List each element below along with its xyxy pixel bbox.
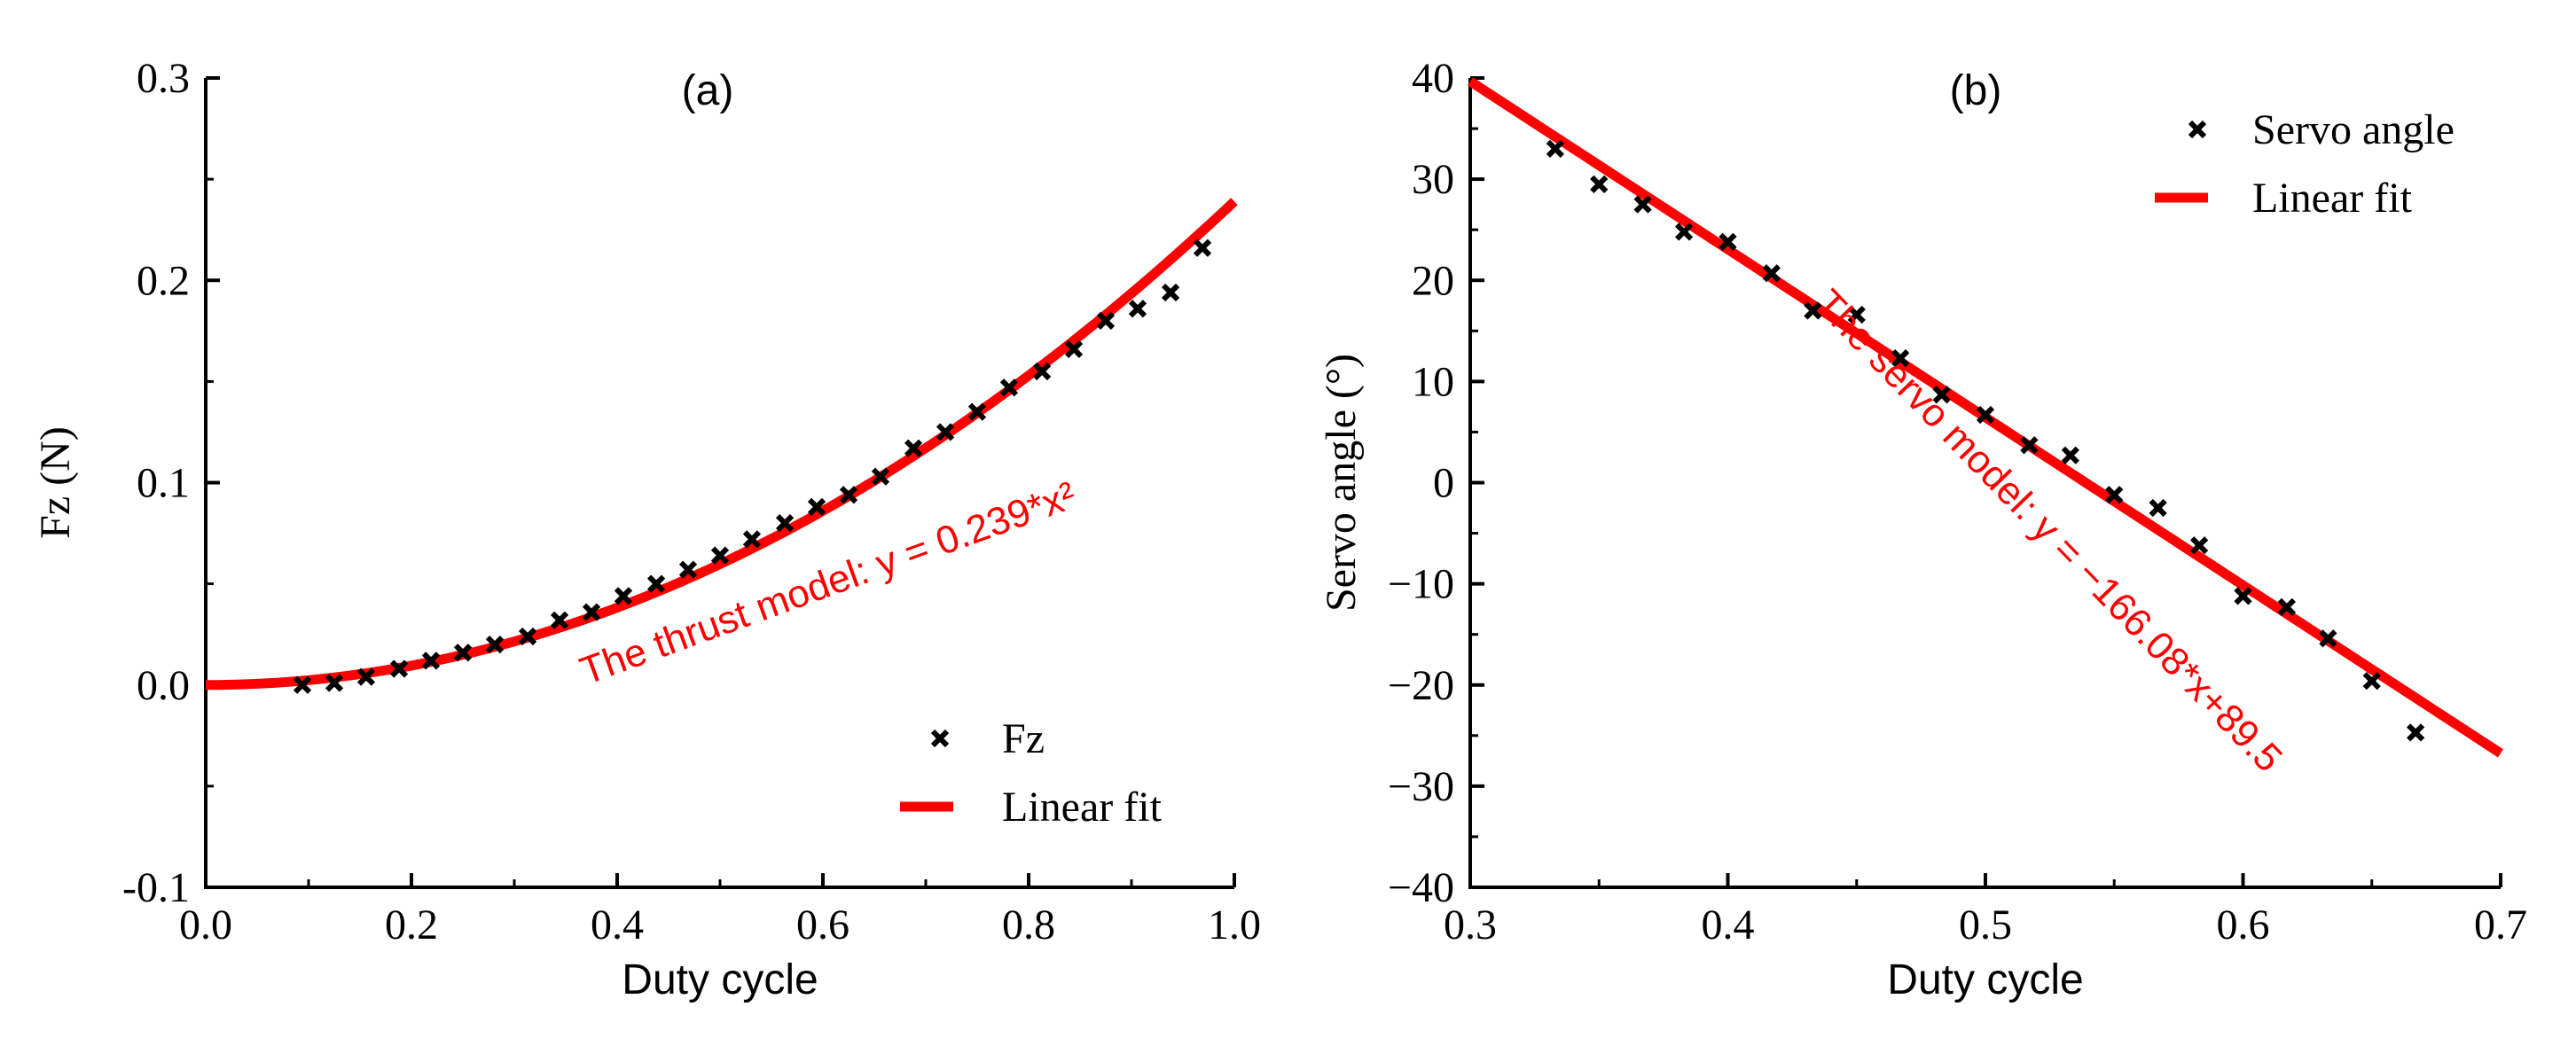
data-point	[2149, 498, 2167, 518]
data-point	[293, 675, 312, 694]
data-point	[2234, 587, 2252, 605]
data-point	[871, 467, 890, 486]
data-point	[1064, 339, 1084, 358]
data-point	[485, 635, 505, 654]
y-tick-label: 20	[1412, 257, 1454, 304]
data-point	[775, 514, 795, 533]
data-point	[421, 652, 441, 670]
y-tick-label: 0.2	[137, 257, 190, 304]
data-point	[1590, 175, 1609, 193]
legend-label-scatter: Servo angle	[2252, 106, 2455, 153]
x-tick-label: 0.4	[591, 901, 644, 948]
data-point	[1032, 362, 1052, 381]
data-point	[1847, 305, 1866, 324]
y-tick-label: −40	[1388, 864, 1454, 911]
panel-label: (a)	[682, 67, 734, 114]
data-point	[678, 560, 698, 579]
data-point	[710, 546, 730, 565]
data-point	[1096, 311, 1116, 331]
legend: Fz Linear fit	[900, 715, 1163, 831]
x-tick-label: 0.6	[796, 901, 850, 948]
data-point	[1932, 386, 1951, 404]
data-point	[2277, 597, 2297, 616]
data-point	[1633, 195, 1652, 214]
data-point	[807, 497, 826, 517]
data-point	[1674, 222, 1694, 241]
y-tick-label: 0.1	[137, 460, 190, 507]
data-point	[2105, 486, 2124, 504]
legend-label-fit: Linear fit	[1002, 784, 1163, 831]
legend-label-scatter: Fz	[1002, 715, 1045, 762]
model-annotation: The servo model: y = −166.08*x+89.5	[1806, 282, 2290, 781]
data-point	[2319, 629, 2337, 648]
legend-label-fit: Linear fit	[2252, 175, 2413, 222]
data-point	[582, 603, 601, 621]
x-tick-label: 0.6	[2217, 901, 2270, 948]
data-point	[904, 439, 923, 457]
legend-marker-scatter	[930, 729, 950, 748]
x-tick-label: 0.3	[1444, 901, 1497, 948]
data-point	[646, 574, 666, 593]
data-point	[614, 587, 633, 605]
data-point	[839, 486, 858, 504]
y-tick-label: 10	[1412, 358, 1454, 405]
data-point	[2362, 672, 2381, 691]
data-point	[518, 627, 537, 646]
data-point	[742, 530, 762, 549]
x-axis-title: Duty cycle	[1887, 956, 2083, 1003]
x-tick-label: 0.8	[1002, 901, 1055, 948]
y-tick-label: 0.3	[137, 55, 190, 102]
x-tick-label: 0.7	[2474, 901, 2527, 948]
y-tick-label: 30	[1412, 156, 1454, 203]
data-point	[389, 659, 409, 678]
y-tick-label: 0	[1433, 460, 1454, 507]
data-point	[1762, 264, 1781, 283]
data-point	[356, 667, 376, 686]
panel-b: 0.3 0.4 0.5 0.6 0.7 −40 −30 −20 −10 0 10 20 30 40 Duty…	[1318, 55, 2527, 1003]
data-point	[1546, 139, 1564, 159]
data-point	[999, 379, 1019, 397]
data-point	[2020, 436, 2039, 455]
y-tick-label: −10	[1388, 561, 1454, 608]
y-tick-label: −30	[1388, 763, 1454, 810]
data-point	[1128, 300, 1147, 318]
y-tick-label: 0.0	[137, 662, 190, 709]
fit-line	[205, 198, 1238, 691]
data-point	[1161, 283, 1180, 302]
y-axis-title: Fz (N)	[32, 426, 79, 539]
y-tick-label: −20	[1388, 662, 1454, 709]
x-axis-title: Duty cycle	[622, 956, 818, 1003]
data-point	[1976, 405, 1995, 425]
y-tick-label: -0.1	[122, 864, 190, 911]
data-point	[936, 423, 955, 441]
data-point	[1891, 349, 1910, 368]
x-tick-label: 0.5	[1959, 901, 2012, 948]
data-point	[1719, 232, 1737, 252]
x-tick-label: 0.2	[385, 901, 438, 948]
data-point	[325, 674, 344, 692]
x-tick-label: 1.0	[1208, 901, 1261, 948]
panel-label: (b)	[1950, 67, 2002, 114]
data-point	[2061, 446, 2079, 464]
data-point	[2189, 536, 2209, 555]
data-point	[453, 644, 473, 662]
legend: Servo angle Linear fit	[2155, 106, 2455, 222]
x-tick-label: 0.0	[179, 901, 232, 948]
data-point	[1193, 238, 1212, 257]
y-tick-label: 40	[1412, 55, 1454, 102]
data-point	[550, 611, 569, 629]
data-point	[2407, 723, 2425, 742]
data-point	[1804, 301, 1822, 320]
data-point	[967, 402, 987, 421]
y-axis-title: Servo angle (°)	[1318, 354, 1365, 612]
x-tick-label: 0.4	[1702, 901, 1755, 948]
legend-marker-scatter	[2188, 120, 2207, 139]
